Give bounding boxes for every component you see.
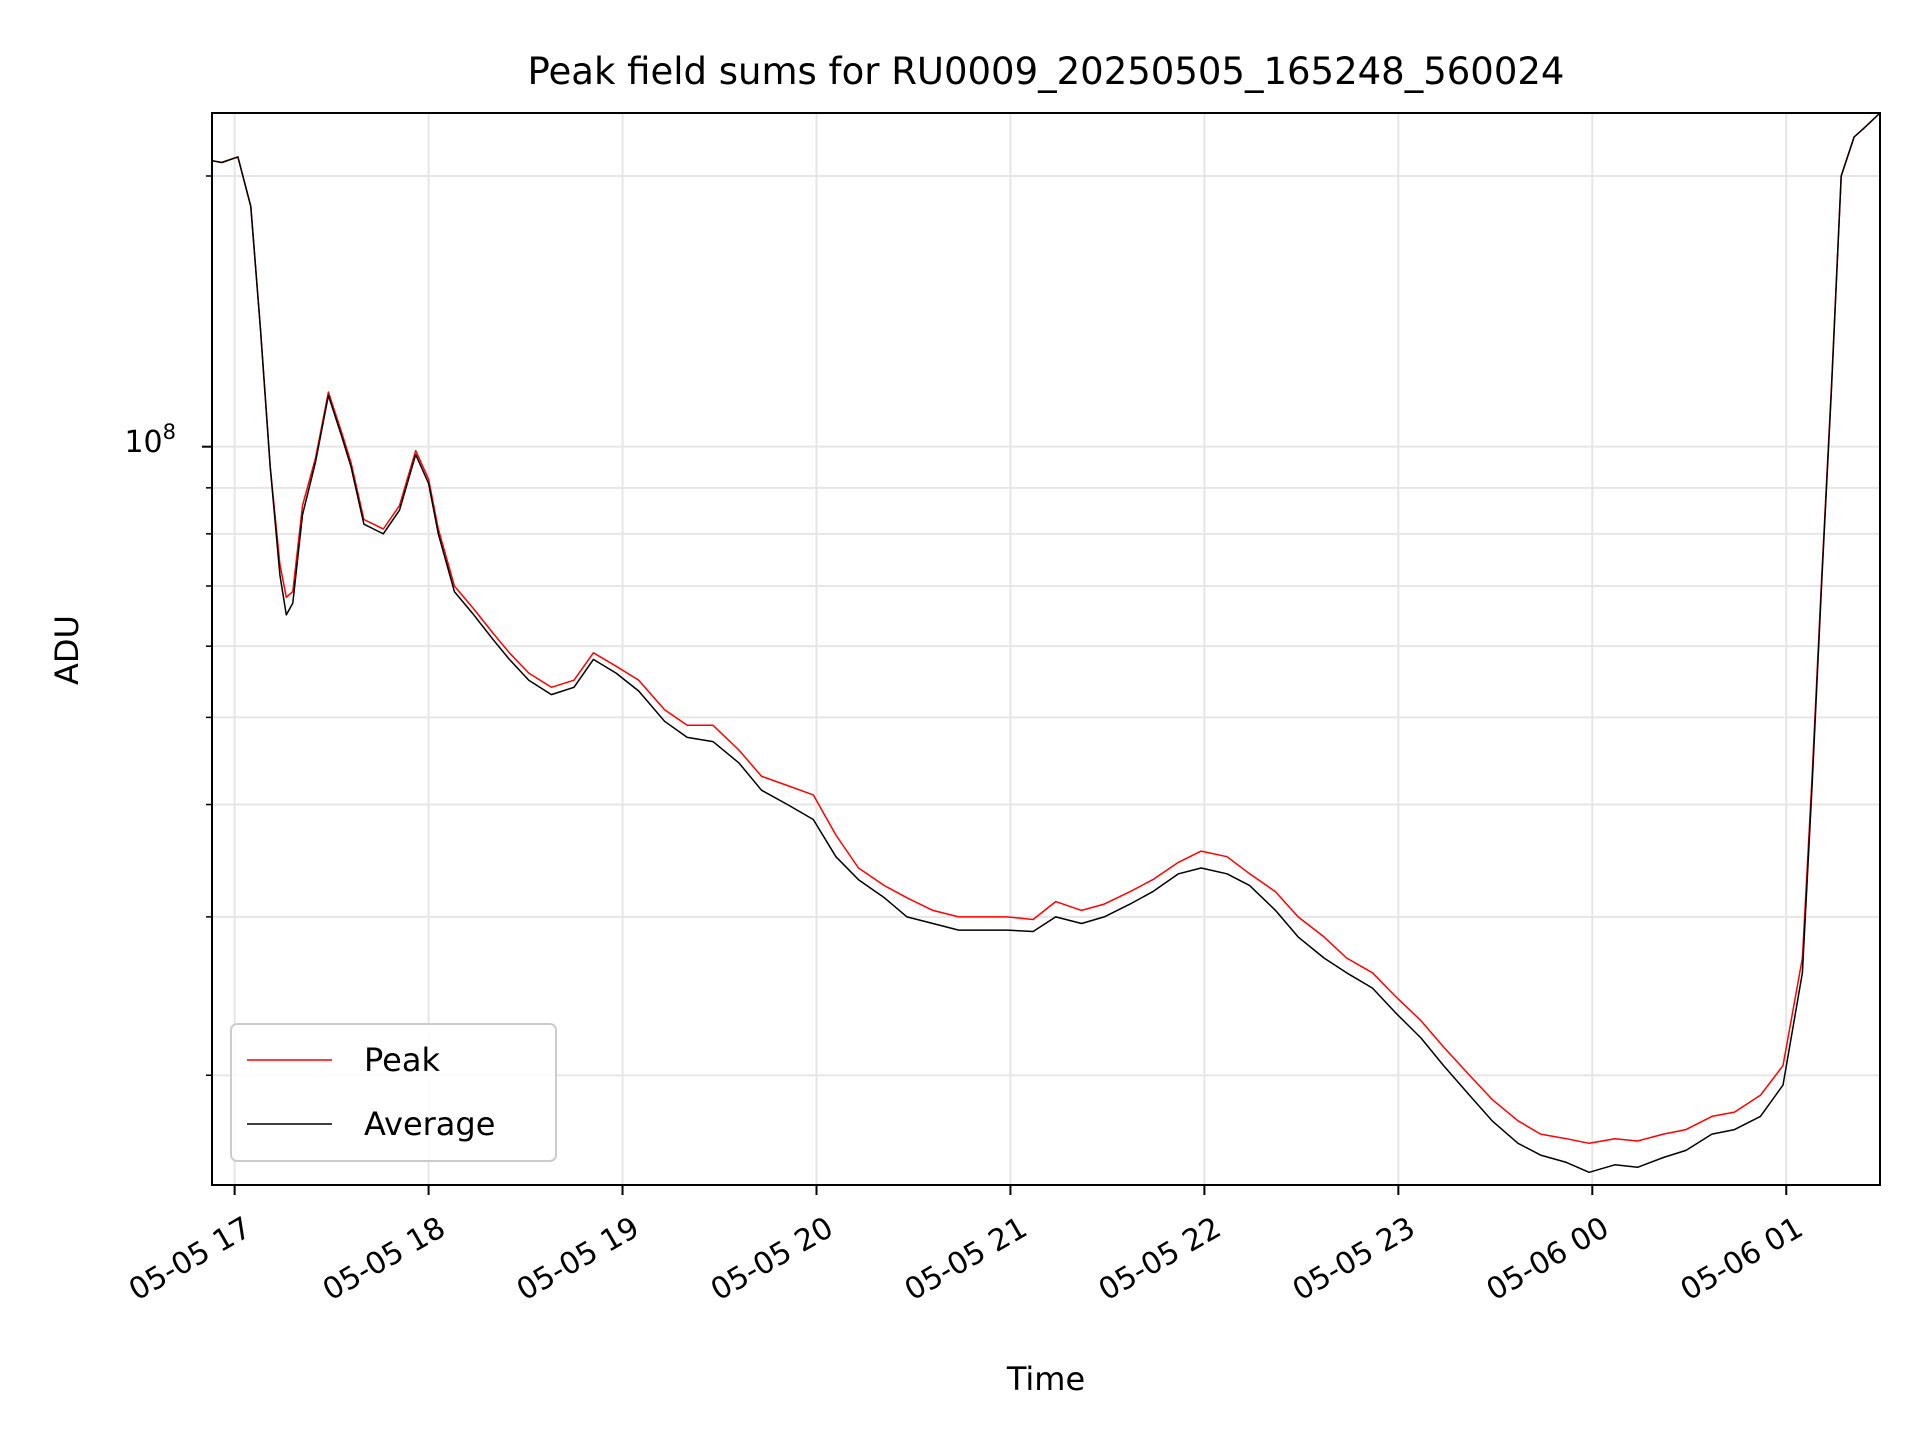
x-axis-label: Time <box>1006 1360 1085 1398</box>
chart-title: Peak field sums for RU0009_20250505_1652… <box>528 50 1565 93</box>
legend-box <box>230 1023 557 1162</box>
legend-label-peak: Peak <box>364 1041 440 1079</box>
y-tick-label-base: 10 <box>124 425 162 460</box>
series-line-average <box>211 112 1881 1174</box>
legend-label-average: Average <box>364 1105 495 1143</box>
plot-area-frame <box>211 112 1881 1186</box>
y-axis-ticks <box>202 175 212 1076</box>
y-tick-label-1e8: 108 <box>124 420 176 460</box>
y-axis-label: ADU <box>48 615 86 685</box>
legend: Peak Average <box>230 1023 557 1162</box>
y-tick-label-exponent: 8 <box>163 420 176 444</box>
plot-series <box>211 112 1881 1174</box>
series-line-peak <box>211 112 1881 1145</box>
